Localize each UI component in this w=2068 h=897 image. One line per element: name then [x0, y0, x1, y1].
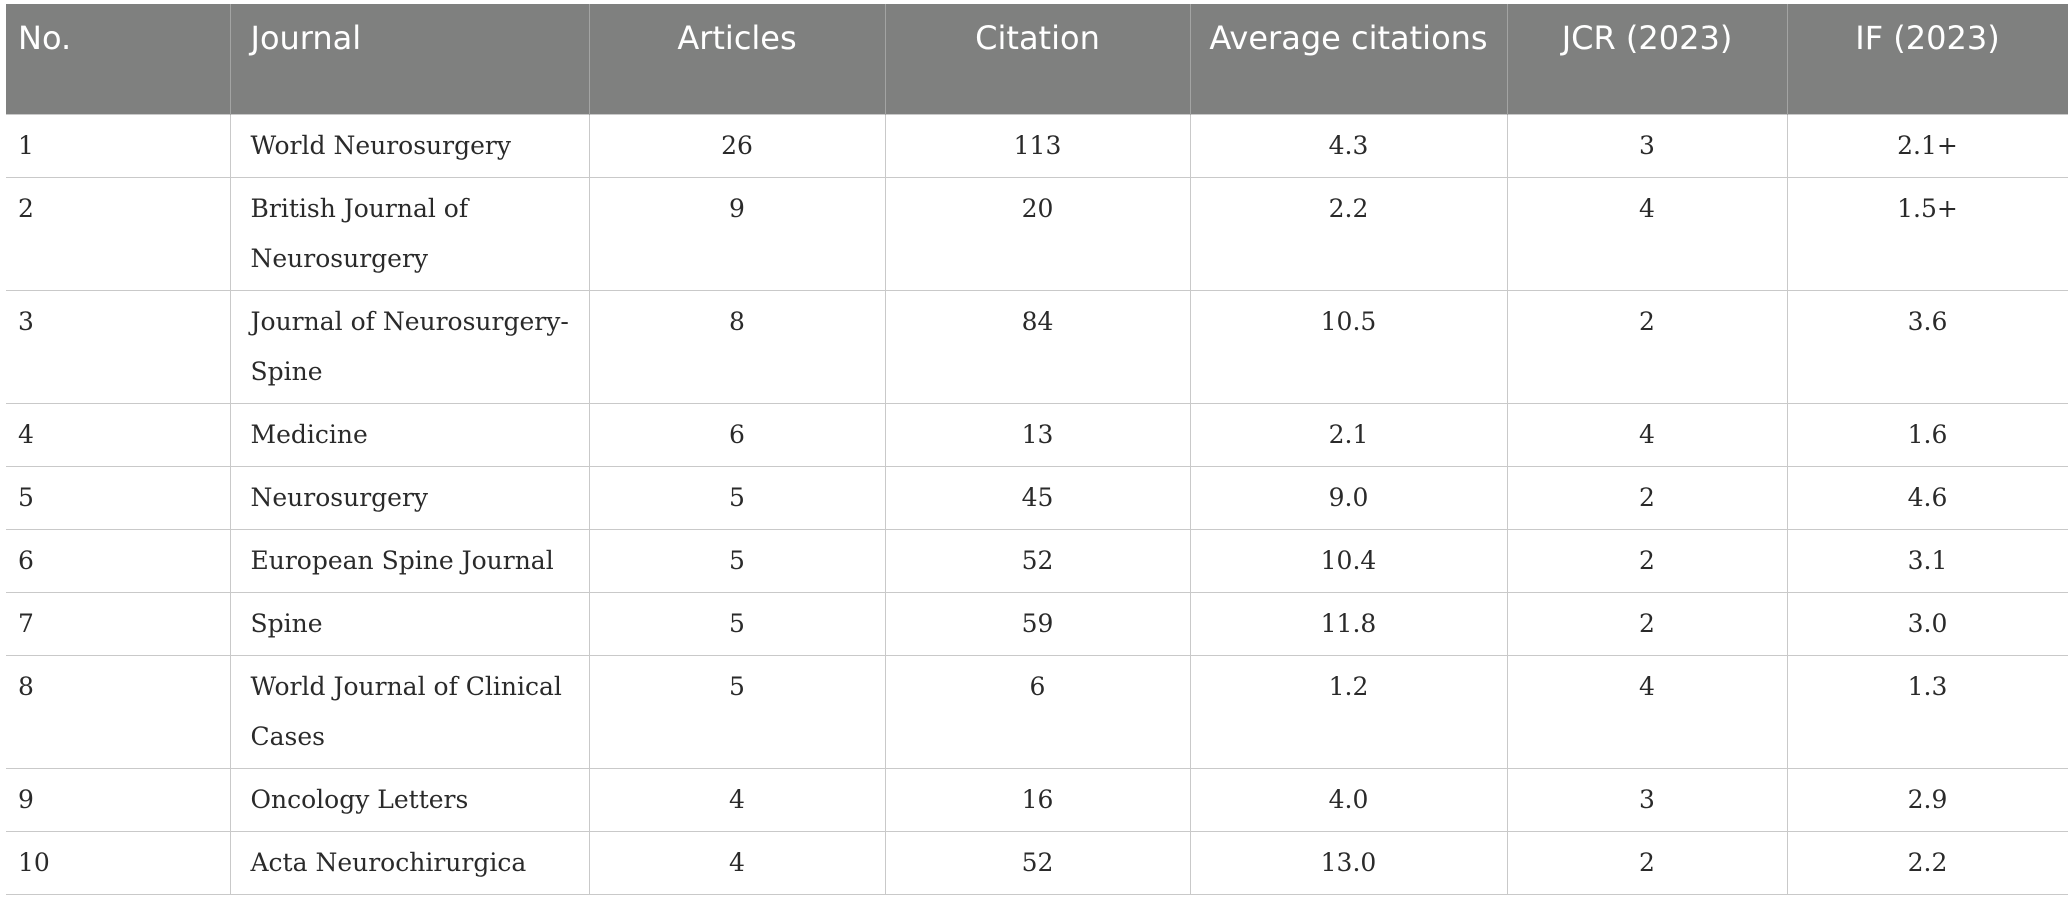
cell-citation: 45	[884, 465, 1191, 530]
cell-citation: 52	[884, 830, 1191, 895]
cell-if: 2.2	[1786, 830, 2068, 895]
cell-if: 2.9	[1786, 767, 2068, 832]
cell-no: 5	[6, 465, 231, 530]
table-row: 4 Medicine 6 13 2.1 4 1.6	[6, 402, 2068, 467]
cell-no: 1	[6, 113, 231, 178]
cell-articles: 5	[588, 465, 886, 530]
cell-average-citations: 13.0	[1189, 830, 1508, 895]
cell-articles: 4	[588, 830, 886, 895]
cell-articles: 4	[588, 767, 886, 832]
cell-if: 3.6	[1786, 289, 2068, 404]
header-journal: Journal	[229, 4, 590, 114]
cell-jcr: 3	[1506, 767, 1788, 832]
cell-no: 6	[6, 528, 231, 593]
cell-if: 1.3	[1786, 654, 2068, 769]
cell-jcr: 4	[1506, 176, 1788, 291]
journals-table: No. Journal Articles Citation Average ci…	[6, 4, 2068, 895]
cell-no: 10	[6, 830, 231, 895]
cell-articles: 6	[588, 402, 886, 467]
cell-no: 3	[6, 289, 231, 404]
cell-if: 3.0	[1786, 591, 2068, 656]
cell-jcr: 2	[1506, 289, 1788, 404]
table-row: 10 Acta Neurochirurgica 4 52 13.0 2 2.2	[6, 830, 2068, 895]
cell-no: 2	[6, 176, 231, 291]
cell-citation: 84	[884, 289, 1191, 404]
cell-no: 7	[6, 591, 231, 656]
cell-jcr: 4	[1506, 402, 1788, 467]
cell-journal: Journal of Neurosurgery-Spine	[229, 289, 590, 404]
cell-jcr: 2	[1506, 830, 1788, 895]
cell-citation: 59	[884, 591, 1191, 656]
cell-articles: 5	[588, 591, 886, 656]
header-articles: Articles	[588, 4, 886, 114]
cell-citation: 113	[884, 113, 1191, 178]
cell-average-citations: 9.0	[1189, 465, 1508, 530]
cell-citation: 16	[884, 767, 1191, 832]
cell-jcr: 2	[1506, 528, 1788, 593]
cell-journal: Oncology Letters	[229, 767, 590, 832]
cell-citation: 52	[884, 528, 1191, 593]
cell-no: 8	[6, 654, 231, 769]
cell-jcr: 2	[1506, 465, 1788, 530]
cell-average-citations: 10.5	[1189, 289, 1508, 404]
cell-average-citations: 1.2	[1189, 654, 1508, 769]
cell-articles: 9	[588, 176, 886, 291]
table-row: 1 World Neurosurgery 26 113 4.3 3 2.1+	[6, 113, 2068, 178]
cell-journal: European Spine Journal	[229, 528, 590, 593]
cell-articles: 5	[588, 528, 886, 593]
table-row: 3 Journal of Neurosurgery-Spine 8 84 10.…	[6, 289, 2068, 404]
table-row: 7 Spine 5 59 11.8 2 3.0	[6, 591, 2068, 656]
header-citation: Citation	[884, 4, 1191, 114]
cell-citation: 20	[884, 176, 1191, 291]
cell-if: 2.1+	[1786, 113, 2068, 178]
cell-jcr: 4	[1506, 654, 1788, 769]
cell-average-citations: 11.8	[1189, 591, 1508, 656]
cell-journal: British Journal of Neurosurgery	[229, 176, 590, 291]
table-row: 8 World Journal of Clinical Cases 5 6 1.…	[6, 654, 2068, 769]
cell-average-citations: 2.1	[1189, 402, 1508, 467]
header-jcr: JCR (2023)	[1506, 4, 1788, 114]
cell-articles: 5	[588, 654, 886, 769]
table-row: 6 European Spine Journal 5 52 10.4 2 3.1	[6, 528, 2068, 593]
cell-articles: 8	[588, 289, 886, 404]
cell-if: 4.6	[1786, 465, 2068, 530]
cell-no: 9	[6, 767, 231, 832]
header-no: No.	[6, 4, 231, 114]
table-row: 2 British Journal of Neurosurgery 9 20 2…	[6, 176, 2068, 291]
cell-jcr: 2	[1506, 591, 1788, 656]
cell-if: 1.5+	[1786, 176, 2068, 291]
cell-no: 4	[6, 402, 231, 467]
cell-jcr: 3	[1506, 113, 1788, 178]
cell-journal: World Neurosurgery	[229, 113, 590, 178]
cell-journal: World Journal of Clinical Cases	[229, 654, 590, 769]
table-row: 9 Oncology Letters 4 16 4.0 3 2.9	[6, 767, 2068, 832]
header-if: IF (2023)	[1786, 4, 2068, 114]
cell-journal: Acta Neurochirurgica	[229, 830, 590, 895]
cell-if: 1.6	[1786, 402, 2068, 467]
cell-journal: Medicine	[229, 402, 590, 467]
cell-average-citations: 10.4	[1189, 528, 1508, 593]
cell-journal: Spine	[229, 591, 590, 656]
table-row: 5 Neurosurgery 5 45 9.0 2 4.6	[6, 465, 2068, 530]
cell-if: 3.1	[1786, 528, 2068, 593]
header-average-citations: Average citations	[1189, 4, 1508, 114]
cell-average-citations: 4.0	[1189, 767, 1508, 832]
cell-average-citations: 2.2	[1189, 176, 1508, 291]
cell-journal: Neurosurgery	[229, 465, 590, 530]
cell-citation: 13	[884, 402, 1191, 467]
table-header-row: No. Journal Articles Citation Average ci…	[6, 4, 2068, 114]
cell-citation: 6	[884, 654, 1191, 769]
cell-average-citations: 4.3	[1189, 113, 1508, 178]
cell-articles: 26	[588, 113, 886, 178]
